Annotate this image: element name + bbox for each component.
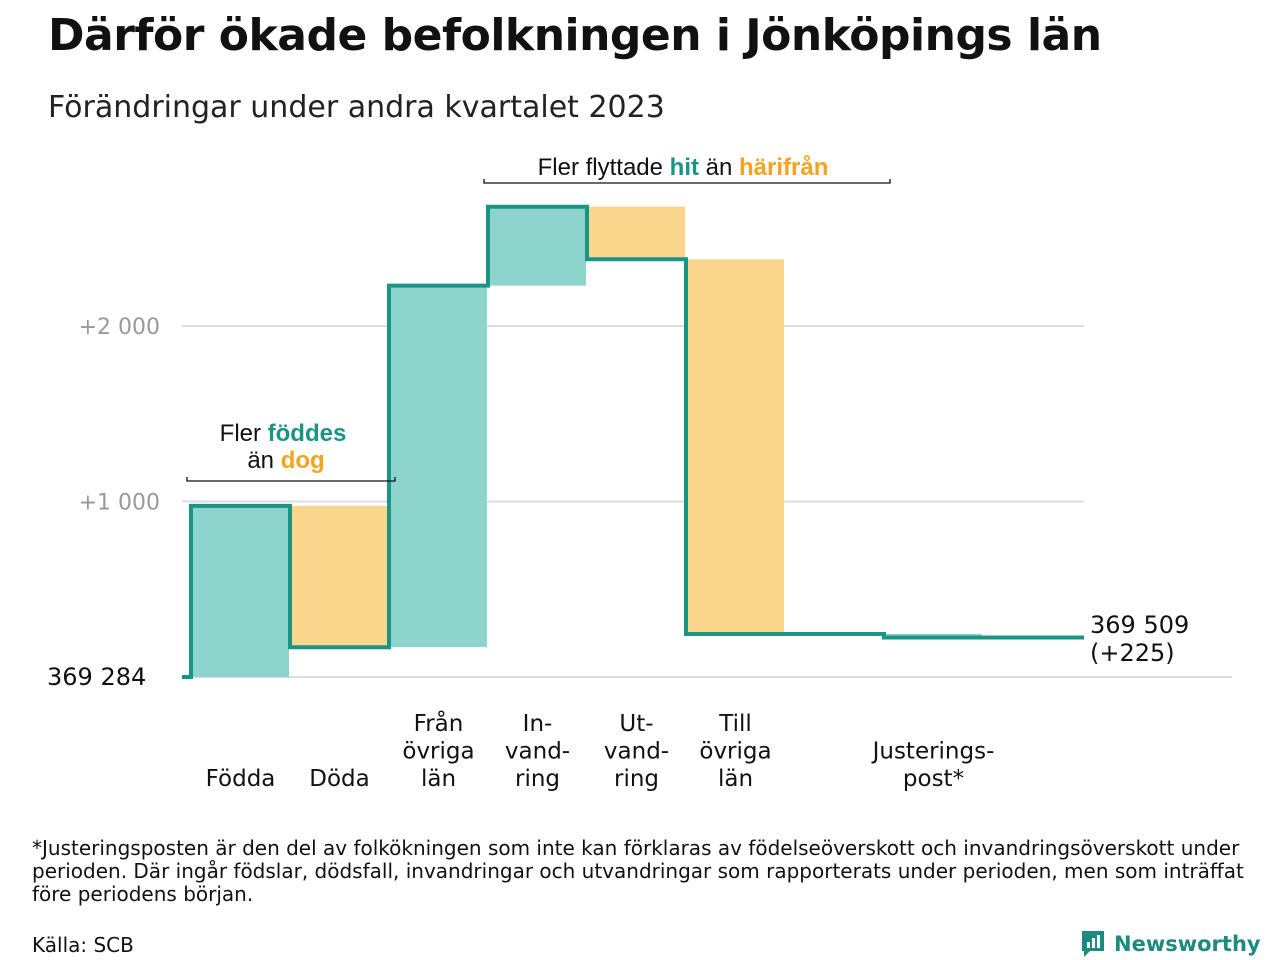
annotation-births-line1: Fler föddes <box>220 420 347 447</box>
bar-invandring <box>488 206 586 286</box>
annotation-text: Fler <box>220 420 268 447</box>
bar-fran-ovriga-lan <box>389 285 487 648</box>
footnote: *Justeringsposten är den del av folkökni… <box>32 836 1244 906</box>
annotation-highlight-teal: föddes <box>268 420 347 447</box>
category-label-line: vand- <box>505 739 570 765</box>
annotation-highlight-teal: hit <box>670 154 699 181</box>
cumulative-step-line <box>182 204 1084 679</box>
category-label-utvandring: Ut-vand-ring <box>604 711 669 792</box>
category-label-till-ovriga-lan: Till övriga län <box>699 711 771 792</box>
category-label-invandring: In-vand-ring <box>505 711 570 792</box>
chart-subtitle: Förändringar under andra kvartalet 2023 <box>48 90 665 125</box>
bar-fodda <box>191 505 289 677</box>
y-tick-label: +1 000 <box>79 491 160 516</box>
end-change-label: (+225) <box>1090 639 1175 667</box>
category-label-line: Justerings- <box>871 739 995 765</box>
category-label-line: Till <box>718 711 752 737</box>
brand-logo: Newsworthy <box>1080 928 1261 960</box>
category-label-fodda: Födda <box>206 766 276 792</box>
annotation-text: än <box>247 447 280 474</box>
category-label-line: In- <box>523 711 553 737</box>
category-label-justeringspost: Justerings-post* <box>871 739 995 793</box>
annotation-highlight-orange: dog <box>281 447 325 474</box>
bar-till-ovriga-lan <box>686 259 784 635</box>
category-label-doda: Döda <box>309 766 369 792</box>
end-value-label: 369 509 <box>1090 611 1189 639</box>
annotation-births-bracket <box>186 477 396 482</box>
y-tick-label: +2 000 <box>79 315 160 340</box>
category-label-line: län <box>421 766 456 792</box>
category-label-fran-ovriga-lan: Från övriga län <box>402 709 474 792</box>
category-label-line: Döda <box>309 766 369 792</box>
category-label-line: ring <box>614 766 659 792</box>
bar-utvandring <box>587 206 685 260</box>
category-label-line: övriga <box>699 739 771 765</box>
category-label-line: Födda <box>206 766 276 792</box>
annotation-migration: Fler flyttade hit än härifrån <box>538 154 829 181</box>
category-label-line: post* <box>903 766 964 792</box>
annotation-text: än <box>699 154 739 181</box>
category-label-line: övriga <box>402 739 474 765</box>
annotation-text: Fler flyttade <box>538 154 670 181</box>
brand-name: Newsworthy <box>1114 932 1261 956</box>
category-label-line: län <box>718 766 753 792</box>
annotation-births-line2: än dog <box>247 447 324 474</box>
source-note: Källa: SCB <box>32 933 134 957</box>
chart-title: Därför ökade befolkningen i Jönköpings l… <box>48 10 1102 61</box>
annotation-migration-bracket <box>483 179 891 184</box>
bar-doda <box>290 505 388 648</box>
category-label-line: Från <box>414 709 464 737</box>
category-label-line: Ut- <box>619 711 653 737</box>
category-label-line: vand- <box>604 739 669 765</box>
start-value-label: 369 284 <box>47 663 146 691</box>
category-label-line: ring <box>515 766 560 792</box>
annotation-highlight-orange: härifrån <box>739 154 828 181</box>
newsworthy-logo-icon <box>1082 931 1104 957</box>
